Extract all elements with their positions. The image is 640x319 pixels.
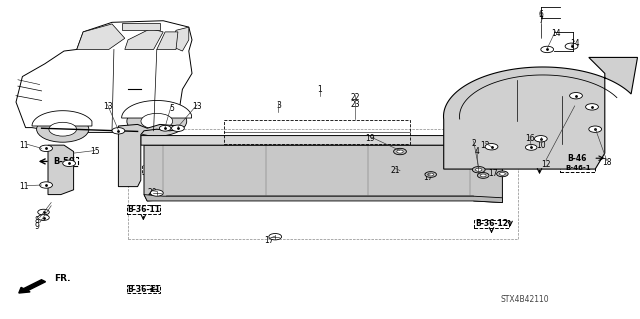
Text: 3: 3 xyxy=(276,101,281,110)
Text: 10: 10 xyxy=(536,141,546,150)
Text: 11: 11 xyxy=(20,141,29,150)
Text: 14: 14 xyxy=(550,29,561,38)
Bar xyxy=(122,23,160,30)
Text: B-36-11: B-36-11 xyxy=(127,205,160,214)
Text: 20: 20 xyxy=(147,189,157,197)
Text: 22: 22 xyxy=(351,93,360,102)
Text: 6: 6 xyxy=(538,10,543,19)
Polygon shape xyxy=(32,111,92,126)
Text: 15: 15 xyxy=(90,147,100,156)
Circle shape xyxy=(541,46,554,53)
Circle shape xyxy=(570,93,582,99)
Text: 5: 5 xyxy=(169,104,174,113)
Circle shape xyxy=(500,172,506,175)
Polygon shape xyxy=(122,100,191,118)
Text: B-50: B-50 xyxy=(53,157,75,166)
Circle shape xyxy=(141,113,173,129)
Polygon shape xyxy=(144,145,502,203)
Bar xyxy=(127,205,160,214)
Text: 7: 7 xyxy=(538,16,543,25)
Circle shape xyxy=(565,43,578,49)
Circle shape xyxy=(40,145,52,152)
Circle shape xyxy=(49,122,77,136)
Text: 23: 23 xyxy=(350,100,360,109)
Circle shape xyxy=(38,215,49,220)
Text: B-46-1: B-46-1 xyxy=(565,165,591,171)
Polygon shape xyxy=(125,29,163,49)
Circle shape xyxy=(40,182,52,188)
Circle shape xyxy=(269,234,282,240)
Circle shape xyxy=(150,190,163,196)
Text: 16: 16 xyxy=(525,134,535,143)
Circle shape xyxy=(36,116,89,142)
Polygon shape xyxy=(144,195,502,203)
Circle shape xyxy=(477,173,489,178)
Text: 19: 19 xyxy=(365,134,375,143)
Bar xyxy=(224,120,410,144)
Text: 11: 11 xyxy=(20,182,29,191)
Circle shape xyxy=(159,125,171,131)
Polygon shape xyxy=(48,145,74,195)
Circle shape xyxy=(534,136,547,142)
Text: 17: 17 xyxy=(488,169,498,178)
Text: B-36-12: B-36-12 xyxy=(475,219,508,228)
Text: 4: 4 xyxy=(474,147,479,156)
Circle shape xyxy=(63,160,76,167)
Bar xyxy=(51,177,65,187)
Circle shape xyxy=(394,148,406,155)
Polygon shape xyxy=(16,21,192,132)
Polygon shape xyxy=(157,32,178,49)
Circle shape xyxy=(476,168,482,171)
Text: 14: 14 xyxy=(570,39,580,48)
Text: 1: 1 xyxy=(317,85,323,94)
Circle shape xyxy=(485,144,498,150)
Bar xyxy=(127,285,160,293)
Bar xyxy=(128,129,518,239)
Circle shape xyxy=(472,167,485,173)
Text: 8: 8 xyxy=(35,216,40,225)
Bar xyxy=(523,139,560,167)
Text: 21: 21 xyxy=(391,166,400,175)
Text: B-36-11: B-36-11 xyxy=(127,285,160,294)
Bar xyxy=(560,154,593,162)
Polygon shape xyxy=(77,24,125,49)
Circle shape xyxy=(586,104,598,110)
Polygon shape xyxy=(141,136,499,153)
Text: 12: 12 xyxy=(541,160,550,169)
Text: 12: 12 xyxy=(481,141,490,150)
Text: 13: 13 xyxy=(102,102,113,111)
Circle shape xyxy=(397,150,403,153)
Text: 17: 17 xyxy=(422,173,433,182)
Polygon shape xyxy=(444,57,637,169)
Circle shape xyxy=(425,172,436,177)
Circle shape xyxy=(589,126,602,132)
Text: B-46: B-46 xyxy=(568,154,587,163)
Text: STX4B42110: STX4B42110 xyxy=(500,295,549,304)
Text: 18: 18 xyxy=(602,158,611,167)
Polygon shape xyxy=(172,27,189,51)
Bar xyxy=(474,220,509,228)
Circle shape xyxy=(428,173,434,176)
Circle shape xyxy=(172,125,184,131)
Text: 9: 9 xyxy=(35,222,40,231)
Text: 2: 2 xyxy=(471,139,476,148)
Polygon shape xyxy=(118,124,182,187)
Circle shape xyxy=(38,209,49,215)
Bar xyxy=(560,165,595,172)
Circle shape xyxy=(525,145,537,150)
Text: 13: 13 xyxy=(192,102,202,111)
Circle shape xyxy=(497,171,508,177)
Bar xyxy=(50,157,78,166)
FancyArrow shape xyxy=(19,280,45,293)
Circle shape xyxy=(480,174,486,177)
Circle shape xyxy=(127,106,187,136)
Text: 17: 17 xyxy=(264,236,274,245)
Bar xyxy=(142,165,155,174)
Circle shape xyxy=(112,128,125,134)
Text: FR.: FR. xyxy=(54,274,71,283)
